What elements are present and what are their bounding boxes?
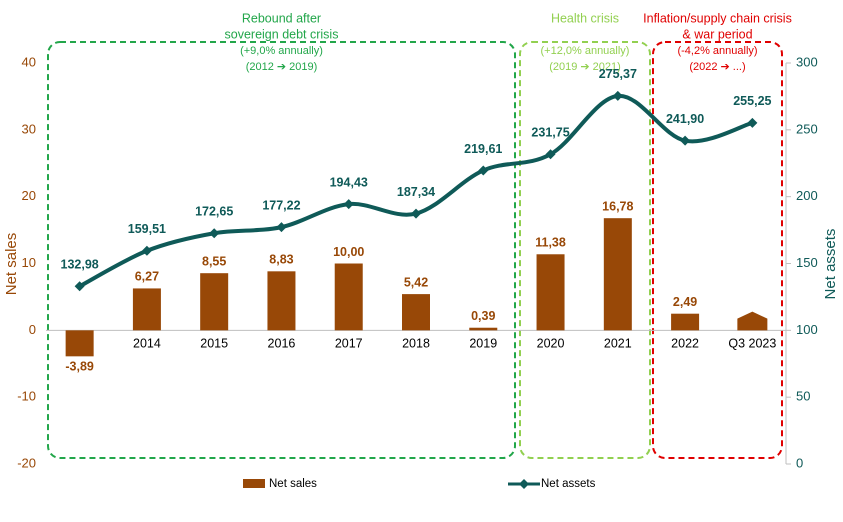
y-axis-label: Net sales: [3, 233, 20, 296]
bar-value-label: 2,49: [673, 295, 697, 309]
y-tick-label: 40: [22, 54, 36, 69]
line-value-label: 132,98: [61, 258, 99, 272]
bar: [200, 273, 229, 331]
period-note: (2012 ➔ 2019): [246, 61, 318, 73]
line-marker: [343, 199, 354, 210]
line-marker: [545, 149, 556, 160]
bar: [334, 263, 363, 331]
line-marker: [612, 90, 623, 101]
line-value-label: 255,25: [733, 94, 771, 108]
bar-value-label: 11,38: [535, 236, 566, 250]
bar: [737, 311, 768, 331]
bar: [603, 218, 632, 331]
period-box: [519, 41, 651, 459]
line-marker: [141, 245, 152, 256]
legend-label: Net sales: [269, 478, 317, 490]
bar-value-label: 6,27: [135, 270, 159, 284]
period-note: (2022 ➔ ...): [689, 61, 745, 73]
period-title: Health crisis: [551, 11, 619, 25]
period-note: (2019 ➔ 2021): [549, 61, 621, 73]
x-tick-label: 2018: [402, 337, 430, 351]
bar-value-label: -3,89: [65, 360, 94, 374]
bar-value-label: 10,00: [333, 245, 364, 259]
y-tick-label: -10: [17, 389, 36, 404]
line-value-label: 219,61: [464, 142, 502, 156]
period-box: [47, 41, 516, 459]
line-marker: [209, 228, 220, 239]
period-title: sovereign debt crisis: [225, 27, 339, 41]
line-value-label: 172,65: [195, 205, 233, 219]
y2-axis-label: Net assets: [822, 229, 839, 300]
legend-label: Net assets: [541, 478, 596, 490]
x-tick-label: 2016: [268, 337, 296, 351]
x-tick-label: 2019: [469, 337, 497, 351]
y-tick-label: 20: [22, 188, 36, 203]
line-value-label: 194,43: [330, 175, 368, 189]
bar: [536, 254, 565, 331]
x-tick-label: 2015: [200, 337, 228, 351]
line-value-label: 241,90: [666, 112, 704, 126]
period-note: (-4,2% annually): [677, 45, 757, 57]
x-tick-label: 2017: [335, 337, 363, 351]
y-tick-label: 10: [22, 255, 36, 270]
x-tick-label: 2021: [604, 337, 632, 351]
y2-tick-label: 200: [796, 188, 818, 203]
period-title: & war period: [682, 27, 752, 41]
bar: [671, 313, 700, 331]
bar: [469, 327, 498, 331]
line-marker: [74, 281, 85, 292]
y-tick-label: 30: [22, 121, 36, 136]
y2-tick-label: 300: [796, 54, 818, 69]
bar-value-label: 8,55: [202, 254, 226, 268]
period-box: [652, 41, 783, 459]
line-marker: [680, 135, 691, 146]
bar: [402, 294, 430, 331]
bar-value-label: 8,83: [269, 253, 293, 267]
bar: [132, 288, 161, 331]
line-marker: [478, 165, 489, 176]
line-marker: [411, 208, 421, 219]
line-value-label: 177,22: [262, 198, 300, 212]
line-marker: [276, 222, 287, 233]
x-tick-label: 2020: [537, 337, 565, 351]
bar: [65, 330, 94, 357]
y2-tick-label: 0: [796, 455, 803, 470]
x-tick-label: Q3 2023: [728, 337, 776, 351]
y-tick-label: 0: [29, 322, 36, 337]
legend-swatch: [519, 479, 529, 489]
y2-tick-label: 100: [796, 322, 818, 337]
y2-tick-label: 150: [796, 255, 818, 270]
line-value-label: 187,34: [397, 185, 435, 199]
line-value-label: 159,51: [128, 222, 166, 236]
y-tick-label: -20: [17, 455, 36, 470]
x-tick-label: 2014: [133, 337, 161, 351]
y2-tick-label: 50: [796, 389, 810, 404]
period-title: Inflation/supply chain crisis: [643, 11, 792, 25]
bar: [267, 271, 296, 331]
y2-tick-label: 250: [796, 121, 818, 136]
bar-value-label: 0,39: [471, 309, 495, 323]
bar-value-label: 16,78: [602, 199, 633, 213]
legend-swatch: [243, 479, 265, 488]
period-title: Rebound after: [242, 11, 321, 25]
line-marker: [747, 117, 758, 128]
bar-value-label: 5,42: [404, 275, 428, 289]
period-note: (+12,0% annually): [541, 45, 630, 57]
line-value-label: 275,37: [599, 67, 637, 81]
line-value-label: 231,75: [531, 126, 569, 140]
period-note: (+9,0% annually): [240, 45, 323, 57]
x-tick-label: 2022: [671, 337, 699, 351]
